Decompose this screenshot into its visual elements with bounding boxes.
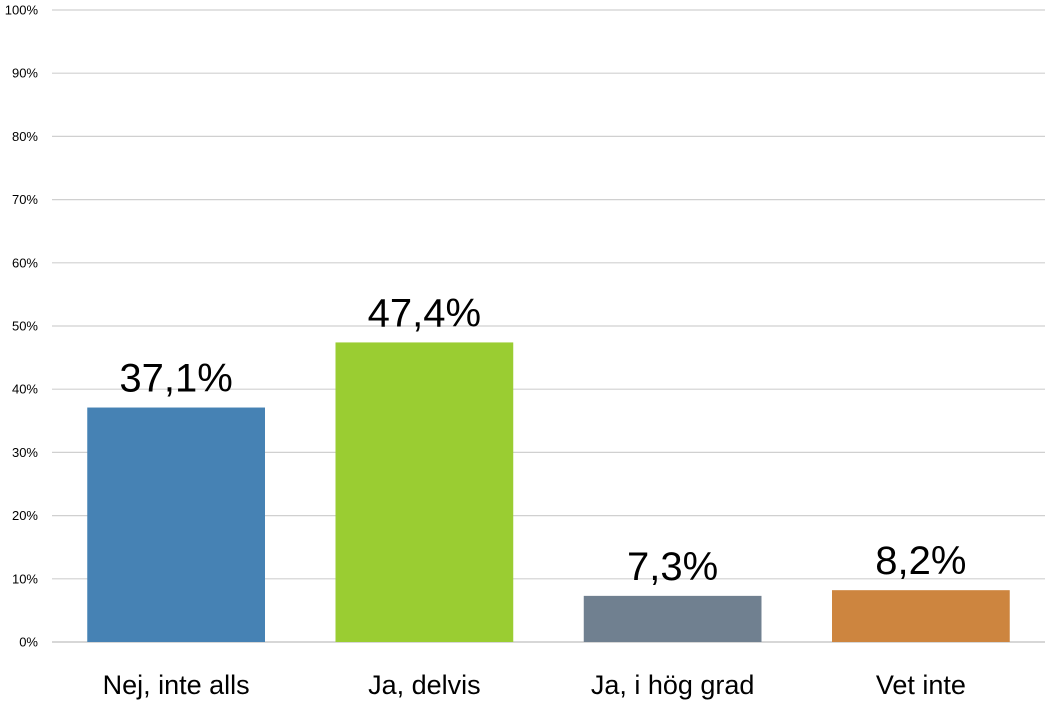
bar [335, 342, 514, 642]
y-tick-label: 60% [12, 255, 38, 270]
x-axis-labels: Nej, inte alls Ja, delvis Ja, i hög grad Ve… [103, 670, 966, 700]
y-tick-label: 100% [5, 3, 39, 18]
y-tick-label: 50% [12, 319, 38, 334]
y-axis-ticks: 0% 10% 20% 30% 40% 50% 60% 70% 80% 90% 100% [5, 3, 39, 650]
bar [87, 407, 265, 642]
data-label: 7,3% [627, 545, 718, 589]
category-label: Ja, i hög grad [591, 670, 755, 700]
y-tick-label: 30% [12, 445, 38, 460]
bar [832, 590, 1010, 642]
category-label: Vet inte [876, 670, 966, 700]
bars [87, 342, 1010, 642]
y-tick-label: 0% [19, 635, 38, 650]
data-label: 47,4% [368, 291, 481, 335]
bar [583, 595, 762, 642]
y-tick-label: 40% [12, 382, 38, 397]
category-label: Nej, inte alls [103, 670, 250, 700]
y-tick-label: 20% [12, 508, 38, 523]
data-labels: 37,1% 47,4% 7,3% 8,2% [119, 291, 966, 588]
y-tick-label: 90% [12, 66, 38, 81]
y-tick-label: 70% [12, 192, 38, 207]
data-label: 8,2% [875, 539, 966, 583]
y-tick-label: 10% [12, 571, 38, 586]
data-label: 37,1% [119, 357, 232, 401]
category-label: Ja, delvis [368, 670, 481, 700]
y-tick-label: 80% [12, 129, 38, 144]
